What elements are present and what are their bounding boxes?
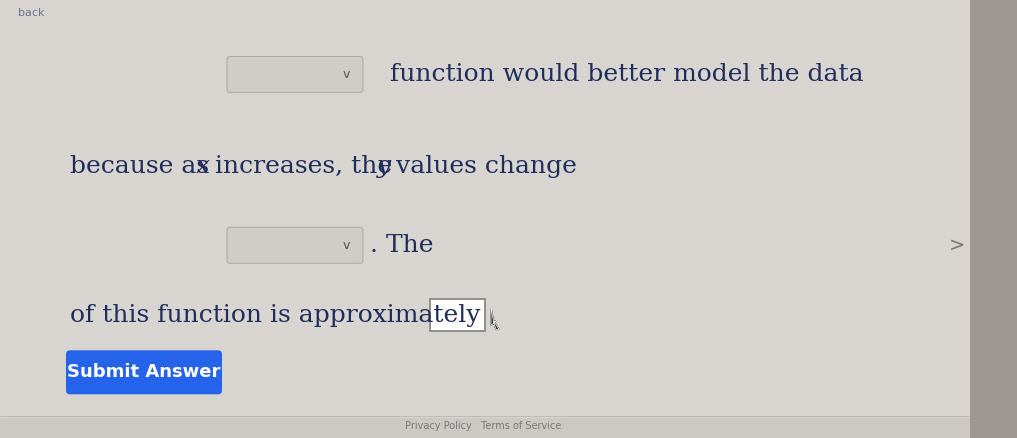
Text: increases, the: increases, the: [207, 155, 400, 178]
Bar: [970, 0, 1017, 438]
Text: back: back: [18, 8, 45, 18]
FancyBboxPatch shape: [227, 227, 363, 263]
Text: Submit Answer: Submit Answer: [67, 363, 221, 381]
FancyBboxPatch shape: [66, 350, 222, 394]
Text: >: >: [949, 236, 965, 255]
Text: Privacy Policy   Terms of Service: Privacy Policy Terms of Service: [406, 421, 561, 431]
Text: v: v: [343, 68, 350, 81]
FancyBboxPatch shape: [227, 57, 363, 92]
Text: v: v: [343, 239, 350, 252]
Text: . The: . The: [370, 234, 433, 257]
Text: function would better model the data: function would better model the data: [390, 63, 863, 86]
Bar: [430, 299, 485, 332]
Polygon shape: [491, 307, 499, 329]
Text: y: y: [377, 155, 392, 178]
Text: because as: because as: [70, 155, 217, 178]
Text: values change: values change: [388, 155, 577, 178]
Text: x: x: [196, 155, 211, 178]
Text: of this function is approximately: of this function is approximately: [70, 304, 480, 327]
